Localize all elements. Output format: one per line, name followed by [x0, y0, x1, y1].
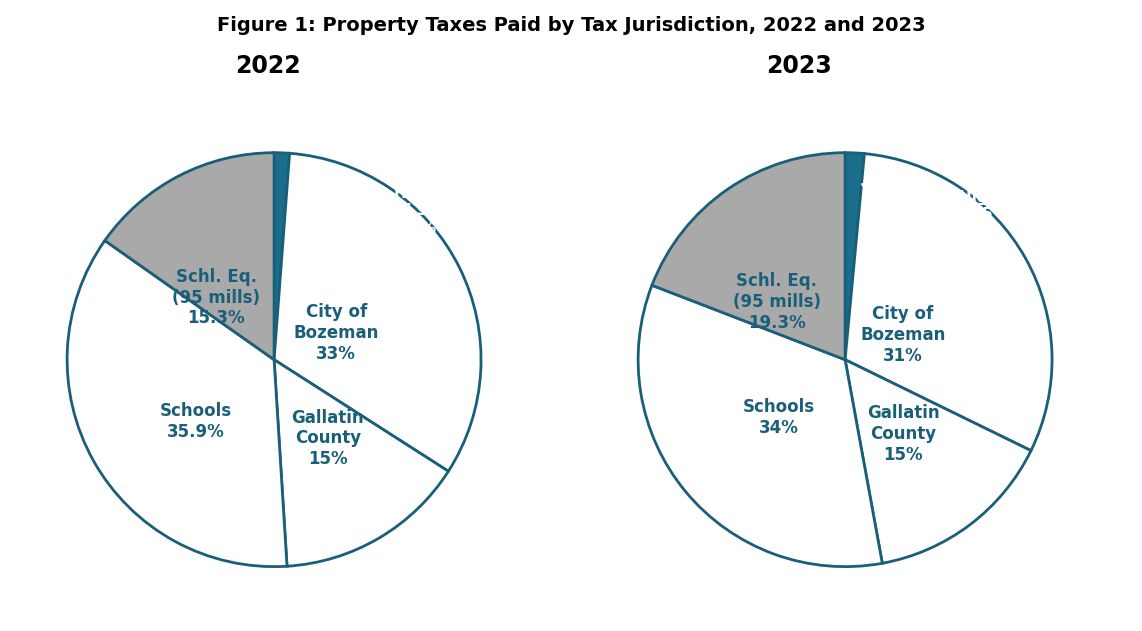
Text: Schools
35.9%: Schools 35.9%	[160, 403, 232, 441]
Text: Higher Ed.
(7.5 mills)
1.5%: Higher Ed. (7.5 mills) 1.5%	[959, 190, 1048, 240]
Wedge shape	[845, 153, 1052, 451]
Wedge shape	[274, 153, 290, 360]
Text: Gallatin
County
15%: Gallatin County 15%	[291, 408, 364, 468]
Wedge shape	[638, 285, 883, 567]
Text: 2022: 2022	[235, 54, 301, 78]
Text: Figure 1: Property Taxes Paid by Tax Jurisdiction, 2022 and 2023: Figure 1: Property Taxes Paid by Tax Jur…	[217, 16, 925, 35]
Text: Gallatin
County
15%: Gallatin County 15%	[867, 404, 940, 464]
Wedge shape	[845, 360, 1031, 563]
Text: Schl. Eq.
(95 mills)
15.3%: Schl. Eq. (95 mills) 15.3%	[172, 268, 260, 327]
Wedge shape	[845, 153, 864, 360]
Wedge shape	[274, 153, 481, 471]
Wedge shape	[652, 153, 845, 360]
Wedge shape	[274, 360, 449, 566]
Text: Schl. Eq.
(95 mills)
19.3%: Schl. Eq. (95 mills) 19.3%	[733, 272, 821, 331]
Text: City of
Bozeman
31%: City of Bozeman 31%	[860, 305, 946, 365]
Text: City of
Bozeman
33%: City of Bozeman 33%	[293, 303, 379, 363]
Text: Schools
34%: Schools 34%	[742, 398, 815, 437]
Text: 2023: 2023	[766, 54, 833, 78]
Wedge shape	[105, 153, 274, 360]
Text: Higher Ed.
(7.5 mills)
1.2%: Higher Ed. (7.5 mills) 1.2%	[394, 186, 483, 235]
Wedge shape	[67, 240, 287, 567]
